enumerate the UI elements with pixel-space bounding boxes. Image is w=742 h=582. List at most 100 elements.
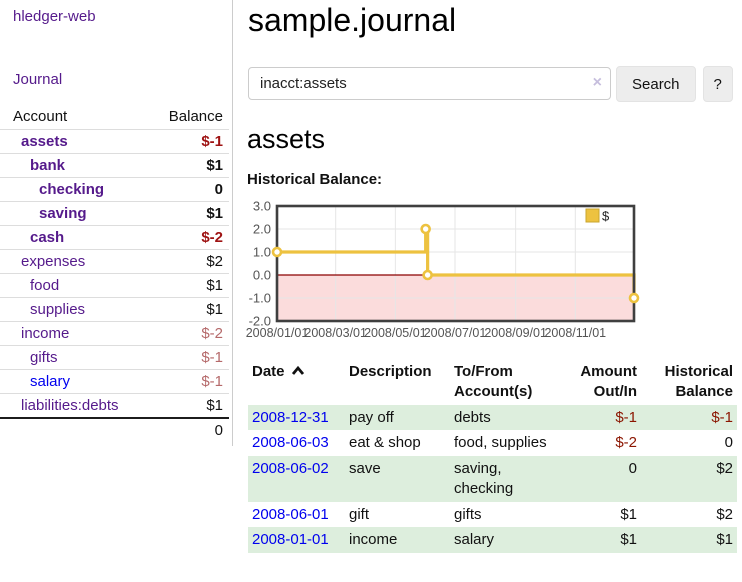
accounts-table: Account Balance assets $-1 bank $1 checking 0…: [0, 104, 229, 442]
account-row: food $1: [0, 273, 229, 298]
txn-balance-cell: $2: [716, 505, 733, 523]
txn-balance-cell: $2: [716, 460, 733, 478]
txn-date-link[interactable]: 2008-06-03: [252, 434, 329, 452]
help-button[interactable]: ?: [702, 66, 733, 102]
account-row: saving $1: [0, 201, 229, 226]
txn-header-accounts: To/From Account(s): [454, 363, 533, 401]
account-balance: $-1: [201, 133, 223, 150]
account-name-cell: assets: [0, 130, 144, 154]
txn-description-cell: save: [349, 460, 381, 478]
sidebar-item-salary[interactable]: salary: [30, 373, 71, 390]
accounts-total-row: 0: [0, 418, 229, 442]
account-name-cell: income: [0, 322, 144, 346]
account-balance: $1: [206, 301, 223, 318]
txn-date-link[interactable]: 2008-01-01: [252, 531, 329, 549]
txn-description-cell: pay off: [349, 408, 394, 426]
transaction-row: 2008-01-01 income salary $1 $1: [248, 527, 737, 554]
txn-balance-cell: $-1: [711, 408, 733, 426]
account-row: income $-2: [0, 321, 229, 346]
svg-text:1.0: 1.0: [253, 245, 271, 260]
svg-text:$: $: [602, 209, 610, 224]
account-name-cell: cash: [0, 226, 144, 250]
account-balance: $-2: [201, 325, 223, 342]
sidebar-item-saving[interactable]: saving: [39, 205, 87, 222]
accounts-body: assets $-1 bank $1 checking 0 saving $1 cash $-2 e…: [0, 129, 229, 443]
txn-accounts-cell: gifts: [454, 505, 482, 523]
search-button[interactable]: Search: [616, 66, 696, 102]
txn-balance-cell: $1: [716, 531, 733, 549]
transactions-table: Date Description To/From Account(s) Amou…: [248, 360, 737, 554]
txn-description-cell: gift: [349, 505, 370, 523]
account-balance: 0: [214, 181, 223, 198]
account-name-cell: supplies: [0, 298, 144, 322]
account-name-cell: expenses: [0, 250, 144, 274]
txn-header-date-label: Date: [252, 363, 285, 380]
txn-balance-cell: 0: [724, 434, 733, 452]
txn-date-link[interactable]: 2008-06-02: [252, 460, 329, 478]
sidebar-item-supplies[interactable]: supplies: [30, 301, 86, 318]
txn-date-link[interactable]: 2008-12-31: [252, 408, 329, 426]
transaction-row: 2008-06-01 gift gifts $1 $2: [248, 502, 737, 528]
account-row: salary $-1: [0, 369, 229, 394]
sidebar-item-assets[interactable]: assets: [21, 133, 68, 150]
search-input[interactable]: [248, 67, 611, 100]
txn-accounts-cell: food, supplies: [454, 434, 547, 452]
account-name-cell: gifts: [0, 346, 144, 370]
app-title-link[interactable]: hledger-web: [13, 8, 96, 25]
account-row: bank $1: [0, 153, 229, 178]
account-name-cell: saving: [0, 202, 144, 226]
txn-amount-cell: $-2: [615, 434, 637, 452]
accounts-total-balance: 0: [214, 422, 223, 439]
accounts-header-balance: Balance: [168, 108, 223, 125]
svg-text:2008/07/01: 2008/07/01: [424, 326, 487, 340]
account-row: checking 0: [0, 177, 229, 202]
account-row: cash $-2: [0, 225, 229, 250]
txn-description-cell: eat & shop: [349, 434, 421, 452]
sidebar-item-liabilities-debts[interactable]: liabilities:debts: [21, 397, 119, 414]
svg-text:2008/03/01: 2008/03/01: [304, 326, 367, 340]
sidebar-item-gifts[interactable]: gifts: [30, 349, 58, 366]
txn-date-cell: 2008-06-01: [248, 502, 345, 528]
svg-text:2.0: 2.0: [253, 222, 271, 237]
account-row: expenses $2: [0, 249, 229, 274]
sidebar-item-checking[interactable]: checking: [39, 181, 105, 198]
account-row: liabilities:debts $1: [0, 393, 229, 419]
accounts-total-spacer: [0, 418, 144, 442]
txn-header-amount: Amount Out/In: [580, 363, 637, 401]
sidebar-item-income[interactable]: income: [21, 325, 70, 342]
txn-amount-cell: $1: [620, 531, 637, 549]
sidebar-item-journal[interactable]: Journal: [13, 71, 63, 88]
clear-search-icon[interactable]: ×: [592, 74, 602, 91]
sidebar-item-food[interactable]: food: [30, 277, 60, 294]
account-row: assets $-1: [0, 129, 229, 154]
account-balance: $-1: [201, 373, 223, 390]
txn-header-date[interactable]: Date: [248, 360, 345, 405]
txn-date-cell: 2008-06-03: [248, 430, 345, 456]
svg-text:2008/01/01: 2008/01/01: [246, 326, 309, 340]
account-balance: $2: [206, 253, 223, 270]
chart-title: Historical Balance:: [247, 171, 383, 188]
account-balance: $-2: [201, 229, 223, 246]
account-row: supplies $1: [0, 297, 229, 322]
accounts-header-row: Account Balance: [0, 104, 229, 130]
sidebar-item-cash[interactable]: cash: [30, 229, 65, 246]
txn-description-cell: income: [349, 531, 398, 549]
search-input-wrap: ×: [248, 67, 611, 100]
txn-accounts-cell: salary: [454, 531, 495, 549]
txn-amount-cell: 0: [628, 460, 637, 478]
transactions-header-row: Date Description To/From Account(s) Amou…: [248, 360, 737, 405]
account-balance: $1: [206, 205, 223, 222]
svg-text:-2.0: -2.0: [249, 314, 271, 329]
svg-text:-1.0: -1.0: [249, 291, 271, 306]
txn-date-link[interactable]: 2008-06-01: [252, 505, 329, 523]
svg-text:0.0: 0.0: [253, 268, 271, 283]
sidebar-item-bank[interactable]: bank: [30, 157, 66, 174]
account-balance: $1: [206, 397, 223, 414]
transaction-row: 2008-12-31 pay off debts $-1 $-1: [248, 404, 737, 431]
account-name-cell: bank: [0, 154, 144, 178]
txn-date-cell: 2008-06-02: [248, 456, 345, 502]
transaction-row: 2008-06-02 save saving, checking 0 $2: [248, 456, 737, 502]
sort-ascending-icon: [291, 365, 304, 375]
sidebar-item-expenses[interactable]: expenses: [21, 253, 86, 270]
account-name-cell: salary: [0, 370, 144, 394]
